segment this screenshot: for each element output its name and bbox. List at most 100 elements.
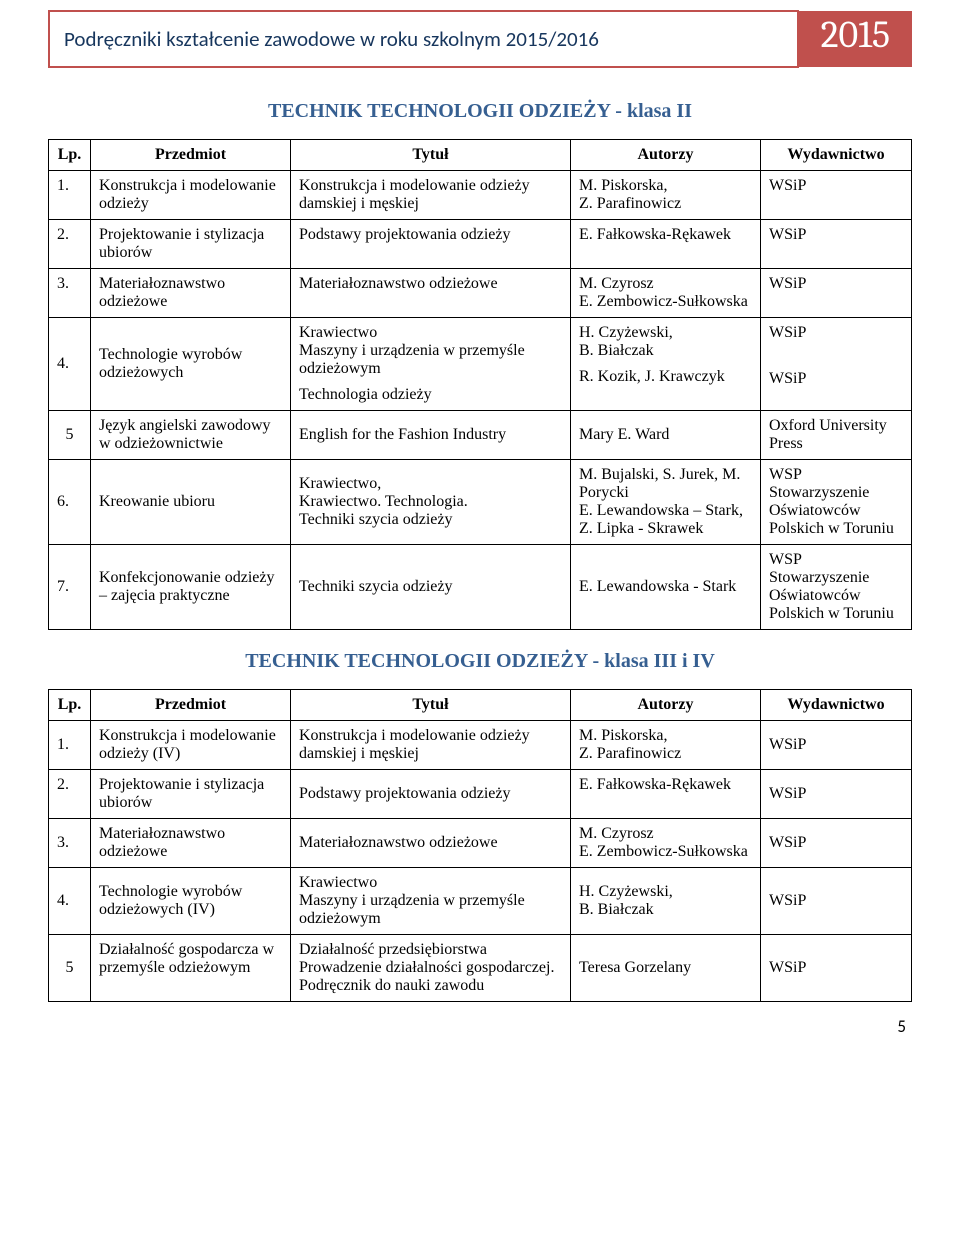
cell-lp: 1. [49, 721, 91, 770]
table-row: 3. Materiałoznawstwo odzieżowe Materiało… [49, 819, 912, 868]
cell-publisher: WSiP [761, 721, 912, 770]
table-row: 3. Materiałoznawstwo odzieżowe Materiało… [49, 269, 912, 318]
cell-title: Materiałoznawstwo odzieżowe [291, 269, 571, 318]
col-authors: Autorzy [571, 140, 761, 171]
table-row: 5 Język angielski zawodowy w odzieżownic… [49, 411, 912, 460]
cell-authors: M. Piskorska, Z. Parafinowicz [571, 721, 761, 770]
cell-authors: E. Lewandowska - Stark [571, 545, 761, 630]
cell-publisher: WSiP [761, 868, 912, 935]
cell-lp: 3. [49, 269, 91, 318]
cell-title: Materiałoznawstwo odzieżowe [291, 819, 571, 868]
cell-authors-a: H. Czyżewski, B. Białczak [579, 324, 752, 360]
table-row: 6. Kreowanie ubioru Krawiectwo, Krawiect… [49, 460, 912, 545]
table-row: 4. Technologie wyrobów odzieżowych Krawi… [49, 318, 912, 411]
cell-authors: M. Czyrosz E. Zembowicz-Sułkowska [571, 269, 761, 318]
cell-publisher: WSiP [761, 770, 912, 819]
table-header-row: Lp. Przedmiot Tytuł Autorzy Wydawnictwo [49, 690, 912, 721]
cell-title: Krawiectwo Maszyny i urządzenia w przemy… [291, 318, 571, 411]
cell-authors: Teresa Gorzelany [571, 935, 761, 1002]
cell-lp: 2. [49, 770, 91, 819]
table-row: 4. Technologie wyrobów odzieżowych (IV) … [49, 868, 912, 935]
table-row: 5 Działalność gospodarcza w przemyśle od… [49, 935, 912, 1002]
cell-lp: 5 [49, 411, 91, 460]
cell-authors: M. Czyrosz E. Zembowicz-Sułkowska [571, 819, 761, 868]
page: Podręczniki kształcenie zawodowe w roku … [0, 0, 960, 1067]
cell-authors-b: R. Kozik, J. Krawczyk [579, 368, 752, 386]
cell-title: English for the Fashion Industry [291, 411, 571, 460]
table-row: 2. Projektowanie i stylizacja ubiorów Po… [49, 220, 912, 269]
cell-subject: Materiałoznawstwo odzieżowe [91, 819, 291, 868]
cell-title: Podstawy projektowania odzieży [291, 220, 571, 269]
cell-title: Konstrukcja i modelowanie odzieży damski… [291, 721, 571, 770]
col-lp: Lp. [49, 690, 91, 721]
cell-title: Podstawy projektowania odzieży [291, 770, 571, 819]
section-title-2: TECHNIK TECHNOLOGII ODZIEŻY - klasa III … [48, 650, 912, 673]
cell-lp: 5 [49, 935, 91, 1002]
cell-lp: 3. [49, 819, 91, 868]
content: TECHNIK TECHNOLOGII ODZIEŻY - klasa II L… [0, 100, 960, 1002]
cell-title-a: Krawiectwo Maszyny i urządzenia w przemy… [299, 324, 562, 378]
table-row: 1. Konstrukcja i modelowanie odzieży (IV… [49, 721, 912, 770]
table-row: 2. Projektowanie i stylizacja ubiorów Po… [49, 770, 912, 819]
table-section-1: Lp. Przedmiot Tytuł Autorzy Wydawnictwo … [48, 139, 912, 630]
cell-publisher: WSiP [761, 935, 912, 1002]
cell-publisher: Oxford University Press [761, 411, 912, 460]
cell-publisher-a: WSiP [769, 324, 903, 342]
cell-subject: Konfekcjonowanie odzieży – zajęcia prakt… [91, 545, 291, 630]
cell-lp: 4. [49, 868, 91, 935]
cell-subject: Język angielski zawodowy w odzieżownictw… [91, 411, 291, 460]
col-title: Tytuł [291, 140, 571, 171]
cell-title: Krawiectwo Maszyny i urządzenia w przemy… [291, 868, 571, 935]
table-section-2: Lp. Przedmiot Tytuł Autorzy Wydawnictwo … [48, 689, 912, 1002]
cell-authors: M. Bujalski, S. Jurek, M. Porycki E. Lew… [571, 460, 761, 545]
header-year: 2015 [798, 11, 912, 67]
cell-title: Techniki szycia odzieży [291, 545, 571, 630]
col-publisher: Wydawnictwo [761, 140, 912, 171]
cell-subject: Projektowanie i stylizacja ubiorów [91, 220, 291, 269]
page-number: 5 [0, 1002, 960, 1037]
cell-authors: H. Czyżewski, B. Białczak [571, 868, 761, 935]
cell-subject: Konstrukcja i modelowanie odzieży (IV) [91, 721, 291, 770]
cell-publisher: WSP Stowarzyszenie Oświatowców Polskich … [761, 460, 912, 545]
header-table: Podręczniki kształcenie zawodowe w roku … [48, 10, 912, 68]
cell-subject: Materiałoznawstwo odzieżowe [91, 269, 291, 318]
cell-subject: Projektowanie i stylizacja ubiorów [91, 770, 291, 819]
cell-lp: 1. [49, 171, 91, 220]
cell-authors: E. Fałkowska-Rękawek [571, 220, 761, 269]
table-row: 1. Konstrukcja i modelowanie odzieży Kon… [49, 171, 912, 220]
cell-authors: H. Czyżewski, B. Białczak R. Kozik, J. K… [571, 318, 761, 411]
col-subject: Przedmiot [91, 140, 291, 171]
cell-title-b: Technologia odzieży [299, 386, 562, 404]
cell-lp: 7. [49, 545, 91, 630]
col-lp: Lp. [49, 140, 91, 171]
cell-subject: Konstrukcja i modelowanie odzieży [91, 171, 291, 220]
cell-subject: Kreowanie ubioru [91, 460, 291, 545]
cell-publisher: WSiP [761, 269, 912, 318]
cell-title: Działalność przedsiębiorstwa Prowadzenie… [291, 935, 571, 1002]
col-subject: Przedmiot [91, 690, 291, 721]
cell-lp: 2. [49, 220, 91, 269]
table-row: 7. Konfekcjonowanie odzieży – zajęcia pr… [49, 545, 912, 630]
cell-title: Konstrukcja i modelowanie odzieży damski… [291, 171, 571, 220]
cell-title: Krawiectwo, Krawiectwo. Technologia. Tec… [291, 460, 571, 545]
cell-subject: Technologie wyrobów odzieżowych (IV) [91, 868, 291, 935]
cell-publisher: WSiP WSiP [761, 318, 912, 411]
cell-subject: Działalność gospodarcza w przemyśle odzi… [91, 935, 291, 1002]
cell-publisher: WSiP [761, 220, 912, 269]
page-header: Podręczniki kształcenie zawodowe w roku … [0, 0, 960, 92]
header-title: Podręczniki kształcenie zawodowe w roku … [49, 11, 798, 67]
cell-authors: M. Piskorska, Z. Parafinowicz [571, 171, 761, 220]
col-authors: Autorzy [571, 690, 761, 721]
cell-authors: E. Fałkowska-Rękawek [571, 770, 761, 819]
cell-subject: Technologie wyrobów odzieżowych [91, 318, 291, 411]
cell-publisher: WSiP [761, 819, 912, 868]
cell-publisher: WSiP [761, 171, 912, 220]
table-header-row: Lp. Przedmiot Tytuł Autorzy Wydawnictwo [49, 140, 912, 171]
col-publisher: Wydawnictwo [761, 690, 912, 721]
cell-authors: Mary E. Ward [571, 411, 761, 460]
cell-lp: 6. [49, 460, 91, 545]
cell-lp: 4. [49, 318, 91, 411]
cell-publisher: WSP Stowarzyszenie Oświatowców Polskich … [761, 545, 912, 630]
col-title: Tytuł [291, 690, 571, 721]
section-title-1: TECHNIK TECHNOLOGII ODZIEŻY - klasa II [48, 100, 912, 123]
